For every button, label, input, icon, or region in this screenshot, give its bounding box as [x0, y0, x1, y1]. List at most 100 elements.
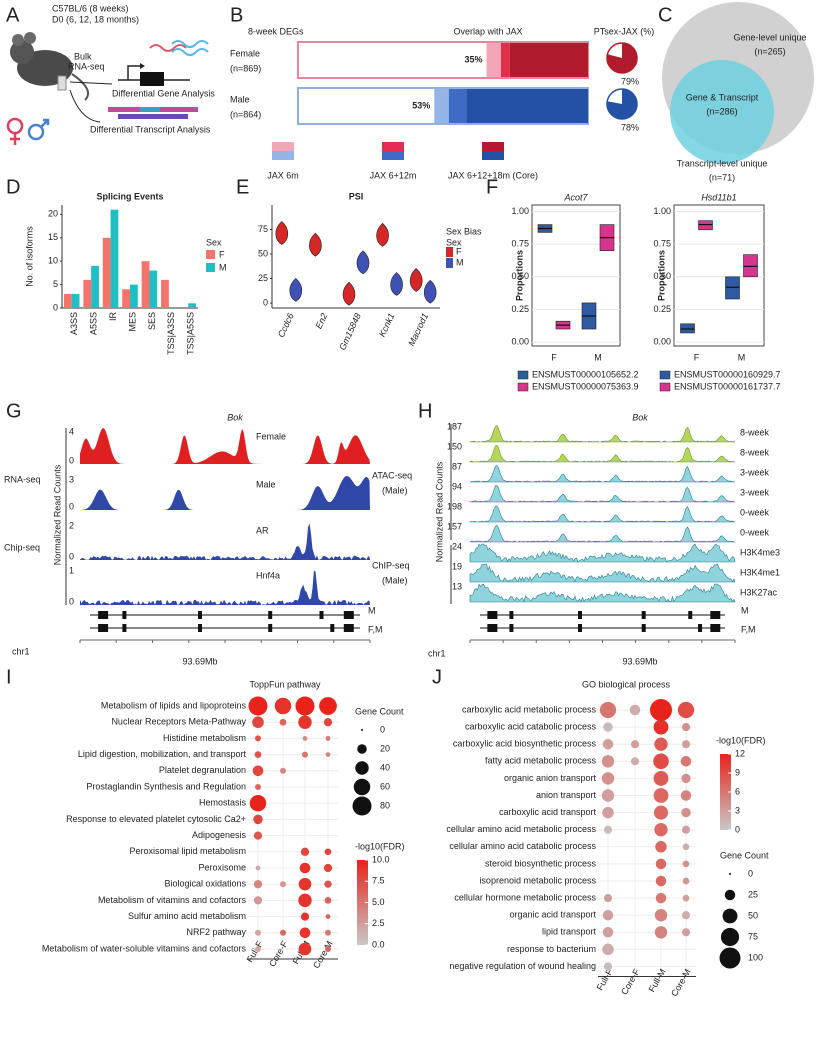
dot: [630, 757, 640, 766]
label: Overlap with JAX: [453, 26, 522, 36]
gene-exon: [319, 611, 324, 619]
legend-swatch: [517, 382, 529, 392]
panel-label: C: [658, 4, 672, 26]
legend-label: ENSMUST00000161737.7: [674, 381, 781, 391]
box: [698, 220, 713, 231]
label: F,M: [368, 624, 383, 634]
dot: [654, 823, 668, 837]
gene-exon: [641, 611, 646, 619]
dot: [653, 770, 669, 786]
legend-label: ENSMUST00000075363.9: [532, 381, 639, 391]
label: Splicing Events: [96, 191, 163, 201]
label: 93.69Mb: [182, 656, 217, 666]
violin: [423, 279, 437, 304]
label: C57BL/6 (8 weeks): [52, 3, 129, 13]
legend-label: M: [456, 257, 464, 267]
gene-exon: [578, 611, 582, 619]
dot: [654, 908, 668, 922]
dot: [680, 790, 692, 801]
bar: [149, 270, 158, 308]
bar: [110, 209, 119, 308]
legend-label: JAX 6+12+18m (Core): [448, 170, 538, 180]
label: Bok: [632, 412, 648, 422]
bar: [63, 293, 72, 308]
dot: [299, 927, 311, 939]
legend-swatch: [517, 370, 529, 380]
dot: [279, 929, 287, 936]
label: ToppFun pathway: [249, 679, 321, 689]
dot: [653, 788, 669, 803]
row-label: lipid transport: [542, 927, 597, 937]
legend-label: M: [219, 262, 227, 272]
row-label: Metabolism of vitamins and cofactors: [98, 895, 247, 905]
label: Gene & Transcript: [686, 92, 759, 102]
legend-label: 100: [748, 952, 763, 962]
label: 35%: [464, 54, 482, 64]
dot: [279, 718, 287, 726]
row-label: organic acid transport: [509, 910, 596, 920]
x-tick-label: F: [551, 352, 557, 362]
x-tick-label: Core-F: [619, 967, 642, 997]
legend-swatch: [382, 142, 404, 151]
dot: [681, 928, 691, 937]
dot: [274, 697, 292, 715]
y-tick-label: 0.75: [653, 239, 671, 249]
violin: [409, 268, 423, 292]
dot: [248, 696, 268, 716]
dot: [253, 880, 263, 889]
y-tick-label: 0: [53, 302, 58, 312]
dot: [298, 893, 312, 908]
legend-label: 0.0: [372, 939, 385, 949]
violin: [356, 250, 370, 275]
label: Normalized Read Counts: [52, 464, 62, 565]
pie-slice: [607, 43, 638, 74]
label: Acot7: [563, 192, 588, 202]
dot: [300, 847, 310, 856]
row-label: Nuclear Receptors Meta-Pathway: [111, 717, 246, 727]
coverage-track: [469, 485, 736, 503]
coverage-track: [80, 428, 370, 464]
legend-label: 7.5: [372, 876, 385, 886]
label: 19: [452, 561, 462, 571]
coverage-track: [469, 444, 736, 463]
panel-label: D: [6, 176, 20, 198]
legend-label: 25: [748, 889, 758, 899]
dot: [653, 805, 669, 820]
label: Sex: [206, 237, 222, 247]
row-label: Prostaglandin Synthesis and Regulation: [86, 781, 246, 791]
label: (n=286): [706, 106, 737, 116]
bar: [130, 284, 138, 308]
bar-segment: [501, 43, 510, 77]
gene-exon: [487, 624, 498, 632]
dot: [295, 696, 315, 716]
x-tick-label: En2: [314, 312, 330, 331]
coverage-track: [469, 563, 736, 583]
gene-exon: [330, 624, 335, 632]
y-tick-label: 0.50: [653, 271, 671, 281]
gene-exon: [198, 611, 202, 619]
dot: [299, 862, 311, 874]
dot: [254, 945, 262, 953]
legend-swatch: [659, 382, 671, 392]
bar: [71, 293, 80, 308]
box: [680, 323, 695, 334]
gene-exon: [509, 624, 514, 632]
label: Gene Count: [720, 850, 769, 860]
legend-label: 12: [735, 748, 745, 758]
dot: [324, 848, 332, 856]
label: 78%: [621, 122, 639, 132]
label: Chip-seq: [4, 542, 40, 552]
track-label: 3-week: [740, 487, 770, 497]
dot: [325, 752, 331, 757]
dot: [654, 737, 668, 751]
track-label: Male: [256, 479, 276, 489]
y-tick-label: 75: [258, 224, 268, 234]
x-tick-label: Core-F: [267, 939, 290, 969]
label: 0: [69, 455, 74, 465]
dot: [680, 756, 692, 767]
label: M: [741, 605, 749, 615]
track-label: 8-week: [740, 427, 770, 437]
dot: [681, 825, 691, 834]
row-label: response to bacterium: [507, 944, 596, 954]
